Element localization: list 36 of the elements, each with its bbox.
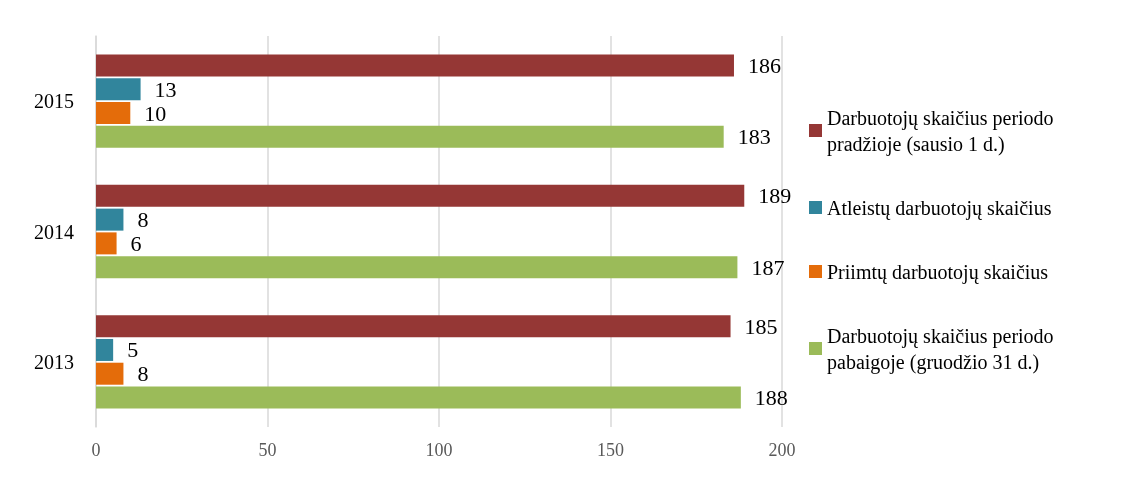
bar bbox=[96, 54, 734, 77]
bar bbox=[96, 232, 117, 255]
x-tick-label: 200 bbox=[768, 440, 796, 460]
data-label: 185 bbox=[744, 313, 778, 339]
x-tick-label: 150 bbox=[597, 440, 624, 460]
bar bbox=[96, 315, 731, 338]
bar bbox=[96, 184, 745, 207]
legend-label: Atleistų darbuotojų skaičius bbox=[827, 196, 1052, 220]
bar bbox=[96, 362, 124, 385]
data-label: 10 bbox=[144, 100, 167, 126]
bar bbox=[96, 125, 724, 148]
data-label: 6 bbox=[130, 230, 142, 256]
x-tick-label: 0 bbox=[91, 440, 101, 460]
data-label: 187 bbox=[751, 254, 785, 280]
legend-label: Darbuotojų skaičius periodo pradžioje (sausio 1 d.) bbox=[827, 106, 1059, 156]
bar bbox=[96, 208, 124, 231]
bar bbox=[96, 386, 741, 409]
bar bbox=[96, 338, 114, 361]
legend-label: Priimtų darbuotojų skaičius bbox=[827, 260, 1049, 284]
bar bbox=[96, 102, 131, 125]
x-tick-label: 50 bbox=[258, 440, 277, 460]
bar bbox=[96, 78, 141, 101]
data-label: 5 bbox=[127, 337, 139, 363]
data-label: 13 bbox=[154, 76, 177, 102]
y-tick-label: 2014 bbox=[34, 220, 74, 243]
bar bbox=[96, 256, 738, 279]
data-label: 186 bbox=[747, 53, 781, 79]
data-label: 183 bbox=[737, 124, 771, 150]
data-label: 8 bbox=[137, 361, 149, 387]
y-tick-label: 2015 bbox=[34, 90, 74, 113]
data-label: 189 bbox=[758, 183, 792, 209]
y-tick-label: 2013 bbox=[34, 350, 74, 373]
data-label: 8 bbox=[137, 207, 149, 233]
x-tick-label: 100 bbox=[425, 440, 453, 460]
legend-label: Darbuotojų skaičius periodo pabaigoje (gruodžio 31 d.) bbox=[827, 324, 1059, 374]
data-label: 188 bbox=[754, 384, 788, 410]
